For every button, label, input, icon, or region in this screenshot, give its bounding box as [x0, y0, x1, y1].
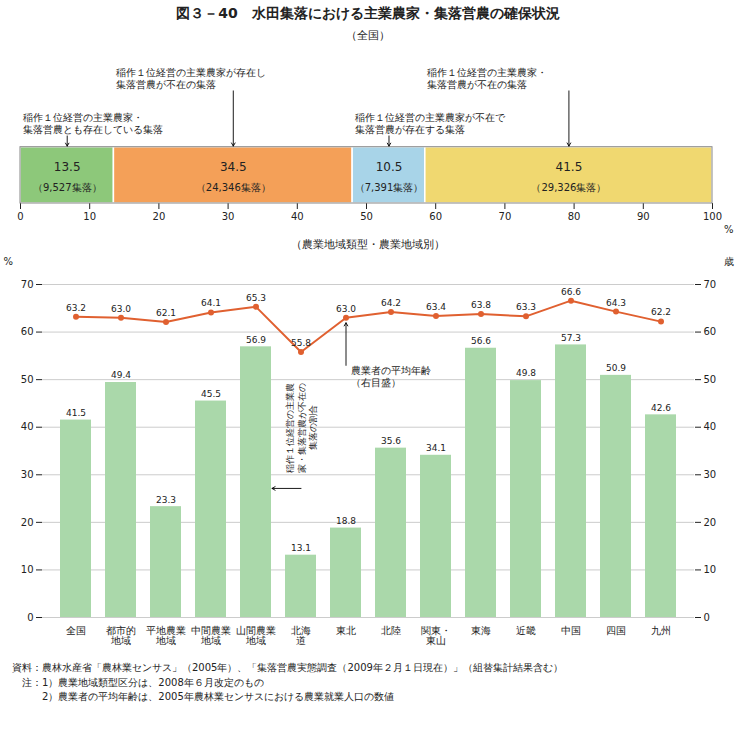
svg-text:30: 30	[704, 469, 717, 480]
svg-text:0: 0	[27, 612, 33, 623]
svg-text:都市的地域: 都市的地域	[106, 625, 136, 646]
svg-text:50: 50	[360, 211, 373, 222]
html-text:図３－40 水田集落における主業農家・集落営農の確保状況: 図３－40 水田集落における主業農家・集落営農の確保状況	[176, 5, 560, 21]
svg-text:63.8: 63.8	[471, 300, 491, 310]
svg-text:50.9: 50.9	[606, 363, 626, 373]
svg-text:70: 70	[704, 279, 717, 290]
svg-text:全国: 全国	[66, 625, 86, 636]
svg-text:20: 20	[704, 517, 717, 528]
svg-text:49.4: 49.4	[111, 370, 131, 380]
svg-text:80: 80	[568, 211, 581, 222]
svg-text:北海道: 北海道	[291, 625, 311, 646]
svg-text:稲作１位経営の主業農家が不在で集落営農が存在する集落: 稲作１位経営の主業農家が不在で集落営農が存在する集落	[355, 112, 506, 136]
svg-text:東海: 東海	[471, 625, 491, 636]
svg-text:56.9: 56.9	[246, 335, 266, 345]
svg-text:35.6: 35.6	[381, 436, 401, 446]
svg-text:45.5: 45.5	[201, 389, 221, 399]
svg-text:13.5: 13.5	[54, 160, 81, 174]
svg-text:66.6: 66.6	[561, 287, 581, 297]
svg-text:64.3: 64.3	[606, 297, 626, 307]
svg-text:中国: 中国	[561, 625, 581, 636]
svg-text:中間農業地域: 中間農業地域	[191, 625, 231, 646]
svg-text:稲作１位経営の主業農家・集落営農が不在の集落: 稲作１位経営の主業農家・集落営農が不在の集落	[427, 67, 547, 91]
svg-text:平地農業地域: 平地農業地域	[146, 625, 186, 646]
svg-text:（7,391集落）: （7,391集落）	[355, 182, 424, 193]
svg-text:63.3: 63.3	[516, 302, 536, 312]
svg-text:50: 50	[704, 374, 717, 385]
svg-text:41.5: 41.5	[66, 408, 86, 418]
svg-text:34.5: 34.5	[220, 160, 247, 174]
svg-text:四国: 四国	[606, 625, 626, 636]
svg-text:（29,326集落）: （29,326集落）	[531, 182, 606, 193]
svg-text:%: %	[724, 224, 734, 235]
svg-text:41.5: 41.5	[556, 160, 583, 174]
svg-text:50: 50	[21, 374, 34, 385]
html-text:（全国）: （全国）	[346, 29, 390, 42]
svg-text:20: 20	[21, 517, 34, 528]
svg-text:（24,346集落）: （24,346集落）	[196, 182, 271, 193]
svg-text:歳: 歳	[724, 256, 734, 267]
svg-text:65.3: 65.3	[246, 293, 266, 303]
svg-text:60: 60	[704, 326, 717, 337]
svg-text:0: 0	[704, 612, 710, 623]
svg-text:東北: 東北	[336, 625, 356, 636]
svg-text:30: 30	[222, 211, 235, 222]
svg-text:九州: 九州	[651, 625, 671, 636]
svg-text:64.1: 64.1	[201, 298, 221, 308]
svg-text:34.1: 34.1	[426, 443, 446, 453]
svg-text:42.6: 42.6	[651, 403, 671, 413]
svg-text:60: 60	[429, 211, 442, 222]
svg-text:64.2: 64.2	[381, 298, 401, 308]
svg-text:稲作１位経営の主業農家・集落営農とも存在している集落: 稲作１位経営の主業農家・集落営農とも存在している集落	[23, 112, 163, 136]
svg-text:40: 40	[291, 211, 304, 222]
svg-text:（9,527集落）: （9,527集落）	[33, 182, 102, 193]
svg-text:70: 70	[21, 279, 34, 290]
svg-text:63.0: 63.0	[111, 304, 131, 314]
svg-text:北陸: 北陸	[381, 625, 401, 636]
svg-text:63.4: 63.4	[426, 302, 446, 312]
html-text:（農業地域類型・農業地域別）: （農業地域類型・農業地域別）	[291, 238, 445, 251]
svg-text:40: 40	[704, 421, 717, 432]
svg-text:30: 30	[21, 469, 34, 480]
svg-text:10: 10	[21, 564, 34, 575]
svg-text:100: 100	[703, 211, 722, 222]
svg-text:農業者の平均年齢（右目盛）: 農業者の平均年齢（右目盛）	[351, 365, 431, 388]
svg-text:70: 70	[499, 211, 512, 222]
svg-text:55.8: 55.8	[291, 338, 311, 348]
svg-text:稲作１位経営の主業農家が存在し集落営農が不在の集落: 稲作１位経営の主業農家が存在し集落営農が不在の集落	[116, 67, 266, 91]
svg-text:18.8: 18.8	[336, 516, 356, 526]
svg-text:23.3: 23.3	[156, 495, 176, 505]
svg-text:稲作１位経営の主業農家・集落営農が不在の集落の割合: 稲作１位経営の主業農家・集落営農が不在の集落の割合	[285, 383, 318, 473]
svg-text:90: 90	[637, 211, 650, 222]
svg-text:近畿: 近畿	[516, 625, 536, 636]
svg-text:山間農業地域: 山間農業地域	[236, 625, 276, 646]
svg-text:60: 60	[21, 326, 34, 337]
svg-text:13.1: 13.1	[291, 543, 311, 553]
svg-text:10: 10	[704, 564, 717, 575]
svg-text:56.6: 56.6	[471, 336, 491, 346]
svg-text:62.1: 62.1	[156, 308, 176, 318]
svg-text:63.2: 63.2	[66, 303, 86, 313]
svg-text:10.5: 10.5	[376, 160, 403, 174]
svg-text:%: %	[4, 256, 14, 267]
svg-text:49.8: 49.8	[516, 368, 536, 378]
svg-text:0: 0	[17, 211, 23, 222]
html-text:資料：農林水産省「農林業センサス」（2005年）、「集落営農: 資料：農林水産省「農林業センサス」（2005年）、「集落営農実態調査（2009年…	[12, 662, 563, 702]
svg-text:10: 10	[83, 211, 96, 222]
svg-text:40: 40	[21, 421, 34, 432]
svg-text:62.2: 62.2	[651, 307, 671, 317]
svg-text:20: 20	[153, 211, 166, 222]
svg-text:関東・東山: 関東・東山	[421, 625, 451, 646]
svg-text:63.0: 63.0	[336, 304, 356, 314]
svg-text:57.3: 57.3	[561, 333, 581, 343]
